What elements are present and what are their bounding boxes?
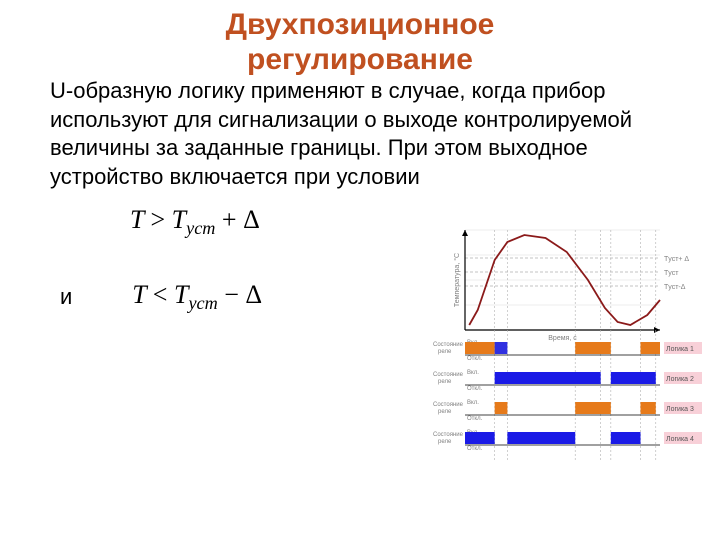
svg-text:Состояние: Состояние (433, 342, 464, 348)
f2-delta: Δ (245, 280, 262, 309)
f2-tust: T (174, 280, 188, 309)
svg-text:Откл.: Откл. (467, 446, 483, 452)
svg-text:Откл.: Откл. (467, 356, 483, 362)
logic-diagram: Tуст+ Δ Tуст Tуст-Δ Температура, °С Время, с… (430, 225, 710, 525)
body-paragraph: U-образную логику применяют в случае, ко… (0, 77, 720, 191)
svg-text:Tуст-Δ: Tуст-Δ (664, 284, 686, 291)
f2-t: T (132, 280, 146, 309)
svg-text:Логика 2: Логика 2 (666, 376, 694, 383)
f2-minus: − (224, 280, 239, 309)
page-title: Двухпозиционное регулирование (0, 0, 720, 77)
svg-text:Вкл.: Вкл. (467, 400, 479, 406)
f1-tust: T (172, 205, 186, 234)
f2-sub: уст (188, 293, 217, 313)
f1-delta: Δ (243, 205, 260, 234)
svg-text:реле: реле (438, 349, 452, 355)
svg-text:реле: реле (438, 439, 452, 445)
svg-text:Вкл.: Вкл. (467, 370, 479, 376)
svg-text:Логика 4: Логика 4 (666, 436, 694, 443)
svg-text:Tуст+ Δ: Tуст+ Δ (664, 256, 689, 263)
f1-plus: + (222, 205, 237, 234)
svg-text:Tуст: Tуст (664, 270, 679, 277)
f1-sub: уст (186, 219, 215, 239)
f1-t: T (130, 205, 144, 234)
svg-text:Температура, °С: Температура, °С (453, 253, 461, 307)
f1-op: > (151, 205, 166, 234)
svg-text:Время, с: Время, с (548, 335, 577, 342)
title-line-1: Двухпозиционное (0, 8, 720, 43)
formula-2: T < Tуст − Δ (72, 280, 262, 314)
title-line-2: регулирование (0, 43, 720, 78)
svg-text:Состояние: Состояние (433, 432, 464, 438)
svg-text:реле: реле (438, 409, 452, 415)
svg-text:реле: реле (438, 379, 452, 385)
svg-text:Логика 1: Логика 1 (666, 346, 694, 353)
svg-text:Откл.: Откл. (467, 416, 483, 422)
and-word: и (0, 284, 72, 310)
svg-text:Откл.: Откл. (467, 386, 483, 392)
svg-text:Состояние: Состояние (433, 372, 464, 378)
svg-text:Состояние: Состояние (433, 402, 464, 408)
svg-text:Логика 3: Логика 3 (666, 406, 694, 413)
f2-op: < (153, 280, 168, 309)
